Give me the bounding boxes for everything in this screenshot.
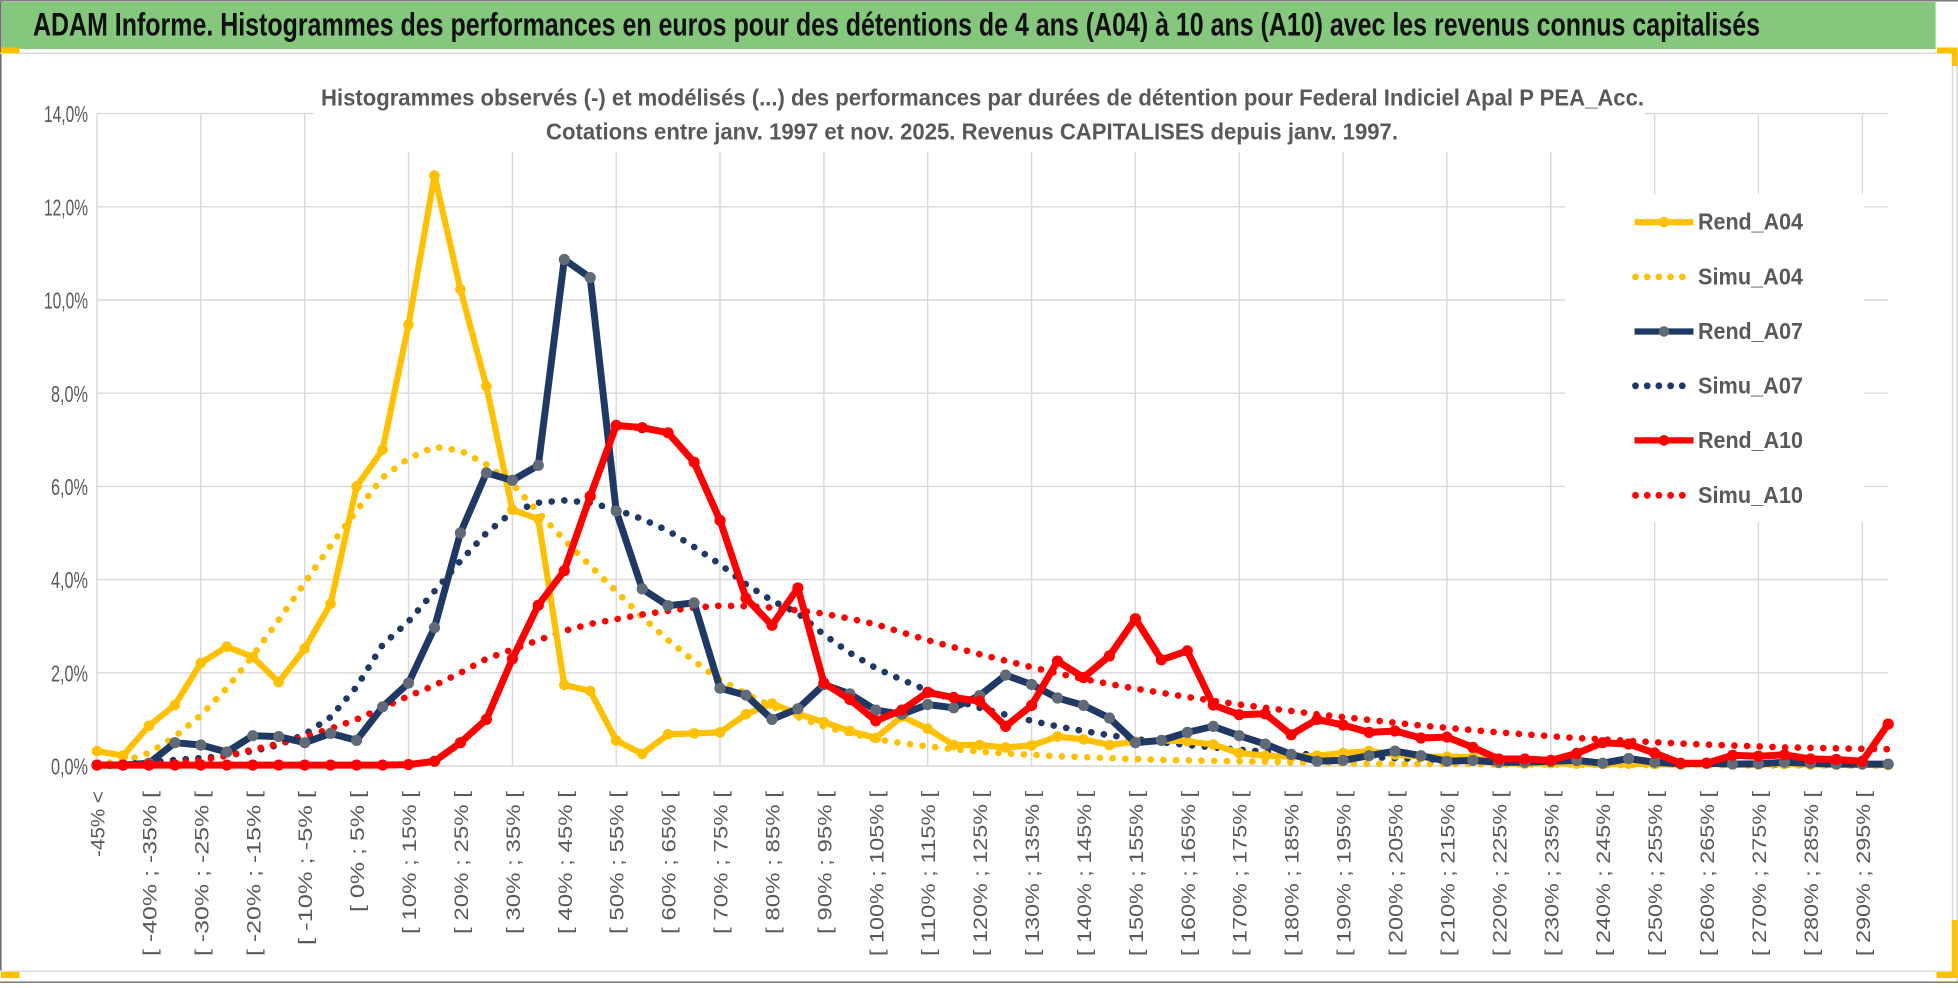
- svg-text:[ 260% ; 265% [: [ 260% ; 265% [: [1698, 790, 1719, 956]
- svg-text:14,0%: 14,0%: [44, 101, 88, 127]
- svg-text:[ 150% ; 155% [: [ 150% ; 155% [: [1127, 790, 1148, 956]
- svg-text:[ 140% ; 145% [: [ 140% ; 145% [: [1075, 790, 1096, 956]
- svg-text:[ -30% ; -25% [: [ -30% ; -25% [: [192, 790, 213, 956]
- svg-text:[ 200% ; 205% [: [ 200% ; 205% [: [1387, 790, 1408, 956]
- svg-text:[ 70% ; 75% [: [ 70% ; 75% [: [712, 790, 733, 934]
- svg-text:6,0%: 6,0%: [51, 474, 88, 500]
- svg-text:[ 110% ; 115% [: [ 110% ; 115% [: [919, 790, 940, 956]
- svg-text:ADAM Informe. Histogrammes des: ADAM Informe. Histogrammes des performan…: [33, 7, 1760, 43]
- svg-text:8,0%: 8,0%: [51, 381, 88, 407]
- svg-text:Rend_A07: Rend_A07: [1698, 318, 1803, 344]
- svg-text:[ 280% ; 285% [: [ 280% ; 285% [: [1802, 790, 1823, 956]
- svg-text:[ 50% ; 55% [: [ 50% ; 55% [: [608, 790, 629, 934]
- svg-text:[ 60% ; 65% [: [ 60% ; 65% [: [660, 790, 681, 934]
- svg-text:[ 90% ; 95% [: [ 90% ; 95% [: [815, 790, 836, 934]
- svg-text:Rend_A04: Rend_A04: [1698, 209, 1803, 235]
- svg-text:[ 220% ; 225% [: [ 220% ; 225% [: [1490, 790, 1511, 956]
- svg-text:[ 160% ; 165% [: [ 160% ; 165% [: [1179, 790, 1200, 956]
- svg-text:[ -20% ; -15% [: [ -20% ; -15% [: [244, 790, 265, 956]
- svg-text:Simu_A10: Simu_A10: [1698, 482, 1803, 508]
- svg-text:[ -40% ; -35% [: [ -40% ; -35% [: [140, 790, 161, 956]
- svg-text:[ 240% ; 245% [: [ 240% ; 245% [: [1594, 790, 1615, 956]
- svg-text:12,0%: 12,0%: [44, 194, 88, 220]
- svg-text:Simu_A04: Simu_A04: [1698, 263, 1803, 289]
- svg-text:10,0%: 10,0%: [44, 288, 88, 314]
- svg-text:[ 20% ; 25% [: [ 20% ; 25% [: [452, 790, 473, 934]
- svg-text:[ 120% ; 125% [: [ 120% ; 125% [: [971, 790, 992, 956]
- svg-text:Simu_A07: Simu_A07: [1698, 372, 1803, 398]
- svg-text:Rend_A10: Rend_A10: [1698, 427, 1803, 453]
- svg-text:[ 100% ; 105% [: [ 100% ; 105% [: [867, 790, 888, 956]
- svg-text:-45% <: -45% <: [89, 791, 110, 857]
- svg-text:[ 170% ; 175% [: [ 170% ; 175% [: [1231, 790, 1252, 956]
- svg-text:[ 30% ; 35% [: [ 30% ; 35% [: [504, 790, 525, 934]
- svg-text:[ 190% ; 195% [: [ 190% ; 195% [: [1335, 790, 1356, 956]
- svg-text:[ 0% ; 5% [: [ 0% ; 5% [: [348, 790, 369, 912]
- svg-text:[ 210% ; 215% [: [ 210% ; 215% [: [1438, 790, 1459, 956]
- svg-text:[ 290% ; 295% [: [ 290% ; 295% [: [1854, 790, 1875, 956]
- svg-text:[ 80% ; 85% [: [ 80% ; 85% [: [764, 790, 785, 934]
- svg-text:[ 270% ; 275% [: [ 270% ; 275% [: [1750, 790, 1771, 956]
- svg-text:[ 10% ; 15% [: [ 10% ; 15% [: [400, 790, 421, 934]
- svg-text:[ 250% ; 255% [: [ 250% ; 255% [: [1646, 790, 1667, 956]
- svg-text:[ 230% ; 235% [: [ 230% ; 235% [: [1542, 790, 1563, 956]
- svg-text:4,0%: 4,0%: [51, 567, 88, 593]
- svg-text:[ 40% ; 45% [: [ 40% ; 45% [: [556, 790, 577, 934]
- svg-text:Histogrammes observés (-) et m: Histogrammes observés (-) et modélisés (…: [321, 85, 1644, 111]
- svg-text:[ 180% ; 185% [: [ 180% ; 185% [: [1283, 790, 1304, 956]
- svg-text:[ 130% ; 135% [: [ 130% ; 135% [: [1023, 790, 1044, 956]
- svg-text:Cotations entre janv. 1997 et: Cotations entre janv. 1997 et nov. 2025.…: [546, 119, 1398, 145]
- svg-text:[ -10% ; -5% [: [ -10% ; -5% [: [296, 790, 317, 945]
- svg-text:0,0%: 0,0%: [51, 754, 88, 780]
- svg-text:2,0%: 2,0%: [51, 660, 88, 686]
